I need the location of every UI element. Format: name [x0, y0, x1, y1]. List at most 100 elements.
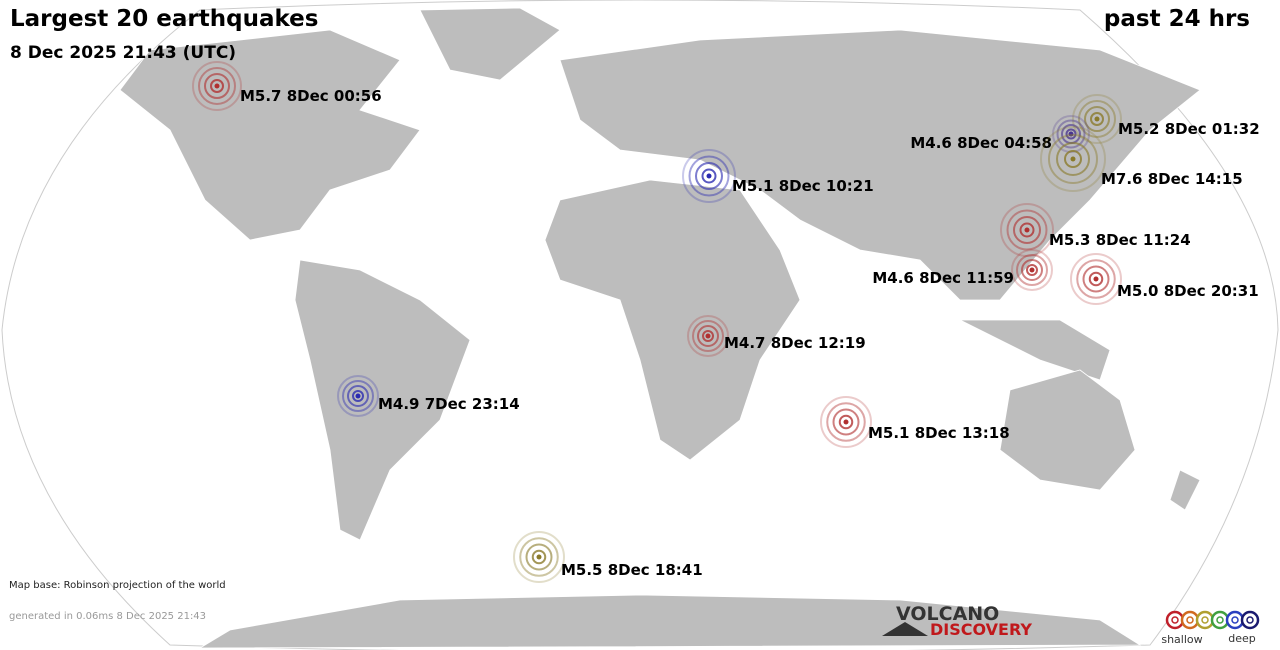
- quake-ring: [1076, 259, 1116, 299]
- map-base-note: Map base: Robinson projection of the wor…: [9, 580, 226, 591]
- quake-ring: [531, 549, 547, 565]
- quake-label: M5.1 8Dec 13:18: [868, 424, 1010, 442]
- quake-ring: [838, 414, 854, 430]
- quake-ring: [1088, 271, 1104, 287]
- quake-label: M4.7 8Dec 12:19: [724, 334, 866, 352]
- quakes: M5.7 8Dec 00:56 M5.2 8Dec 01:32 M4.6 8Dec …: [192, 61, 1260, 583]
- quake-ring: [525, 543, 553, 571]
- title: Largest 20 earthquakes: [10, 6, 318, 32]
- quake-ring: [1040, 126, 1106, 192]
- quake-label: M4.6 8Dec 04:58: [910, 134, 1052, 152]
- quake-ring: [198, 67, 236, 105]
- quake-ring: [210, 79, 224, 93]
- quake-marker: [513, 531, 565, 583]
- quake-ring: [204, 73, 230, 99]
- quake-label: M5.0 8Dec 20:31: [1117, 282, 1259, 300]
- quake-center: [355, 393, 361, 399]
- quake-ring: [519, 537, 559, 577]
- quake-label: M5.7 8Dec 00:56: [240, 87, 382, 105]
- quake-ring: [1082, 265, 1110, 293]
- quake-ring: [1056, 142, 1090, 176]
- quake-center: [1093, 276, 1099, 282]
- quake-ring: [1064, 150, 1082, 168]
- quake-label: M4.6 8Dec 11:59: [872, 269, 1014, 287]
- quake-ring: [1070, 253, 1122, 305]
- legend-label: shallow: [1161, 633, 1202, 646]
- quake-ring: [1013, 216, 1041, 244]
- quake-ring: [682, 149, 736, 203]
- quake-ring: [1000, 203, 1054, 257]
- quake-ring: [1072, 94, 1122, 144]
- quake-marker: [820, 396, 872, 448]
- quake-ring: [1021, 259, 1043, 281]
- quake-marker: [1011, 249, 1053, 291]
- quake-ring: [1090, 112, 1104, 126]
- generated-note: generated in 0.06ms 8 Dec 2025 21:43: [9, 611, 206, 622]
- quake-marker: [682, 149, 736, 203]
- quake-label: M5.1 8Dec 10:21: [732, 177, 874, 195]
- quake-ring: [820, 396, 872, 448]
- quake-label: M5.3 8Dec 11:24: [1049, 231, 1191, 249]
- legend-swatch: [1195, 610, 1215, 630]
- quake-center: [706, 173, 712, 179]
- quake-ring: [702, 330, 714, 342]
- legend-swatch: [1231, 616, 1239, 624]
- quake-ring: [701, 168, 717, 184]
- legend-swatch: [1171, 616, 1179, 624]
- legend-swatch: [1186, 616, 1194, 624]
- quake-ring: [1016, 254, 1048, 286]
- quake-ring: [826, 402, 866, 442]
- quake-center: [843, 419, 849, 425]
- quake-label: M5.2 8Dec 01:32: [1118, 120, 1260, 138]
- quake-marker: [337, 375, 379, 417]
- quake-marker: [192, 61, 242, 111]
- quake-ring: [1006, 209, 1048, 251]
- quake-label: M7.6 8Dec 14:15: [1101, 170, 1243, 188]
- quake-center: [1024, 227, 1030, 233]
- legend-swatch: [1246, 616, 1254, 624]
- quake-marker: [1000, 203, 1054, 257]
- quake-center: [214, 83, 220, 89]
- quake-ring: [347, 385, 369, 407]
- quake-center: [1070, 156, 1076, 162]
- logo-text: VOLCANO: [896, 603, 999, 625]
- logo: VOLCANO DISCOVERY: [882, 603, 1032, 639]
- legend-label: deep: [1228, 632, 1256, 645]
- quake-ring: [1026, 264, 1038, 276]
- quake-ring: [687, 315, 729, 357]
- period: past 24 hrs: [1104, 6, 1250, 32]
- quake-ring: [352, 390, 364, 402]
- quake-ring: [1048, 134, 1098, 184]
- quake-marker: [1040, 126, 1106, 192]
- quake-center: [1094, 116, 1100, 122]
- legend: shallow deep: [1161, 610, 1260, 646]
- timestamp: 8 Dec 2025 21:43 (UTC): [10, 43, 236, 63]
- quake-ring: [1056, 119, 1086, 149]
- quake-marker: [687, 315, 729, 357]
- legend-swatch: [1180, 610, 1200, 630]
- quake-label: M5.5 8Dec 18:41: [561, 561, 703, 579]
- quake-marker: [1070, 253, 1122, 305]
- quake-center: [536, 554, 542, 560]
- logo-text: DISCOVERY: [930, 620, 1032, 639]
- logo-icon: [882, 622, 928, 636]
- quake-label: M4.9 7Dec 23:14: [378, 395, 520, 413]
- quake-ring: [1084, 106, 1110, 132]
- legend-swatch: [1201, 616, 1209, 624]
- quake-ring: [832, 408, 860, 436]
- quake-marker: [1072, 94, 1122, 144]
- legend-swatch: [1210, 610, 1230, 630]
- quake-ring: [1019, 222, 1035, 238]
- quake-ring: [1065, 128, 1077, 140]
- quake-ring: [192, 61, 242, 111]
- quake-center: [1029, 267, 1035, 273]
- quake-ring: [1011, 249, 1053, 291]
- quake-ring: [342, 380, 374, 412]
- quake-ring: [688, 155, 730, 197]
- quake-ring: [513, 531, 565, 583]
- legend-swatch: [1165, 610, 1185, 630]
- legend-swatch: [1216, 616, 1224, 624]
- quake-ring: [692, 320, 724, 352]
- legend-swatch: [1240, 610, 1260, 630]
